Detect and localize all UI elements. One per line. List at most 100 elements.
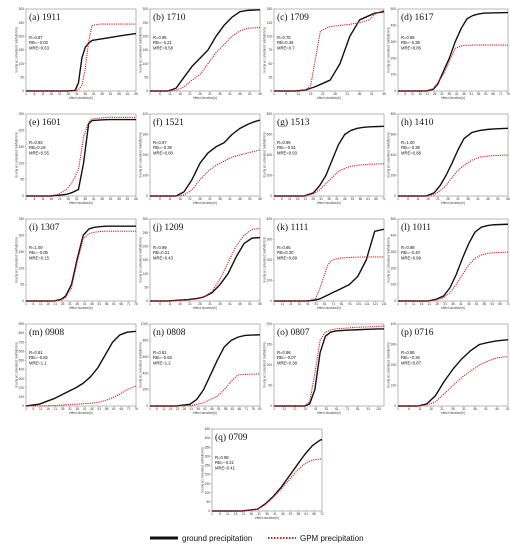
panel-stat: MRE=1.1 [29,360,47,365]
panel-stat: MRE=0.87 [401,360,422,365]
series-ground-line [150,119,261,197]
x-tick-label: 6 [405,302,407,306]
series-gpm-line [274,325,385,407]
y-tick-label: 200 [19,386,25,390]
y-tick-label: 400 [143,371,149,375]
y-tick-label: 200 [267,174,273,178]
panel-stat: RB=−0.38 [401,145,421,150]
y-tick-label: 50 [268,62,272,66]
x-tick-label: 1 [149,407,151,411]
y-tick-label: 250 [19,112,25,116]
x-axis-label: effect duration(h) [317,306,341,310]
y-tick-label: 500 [391,217,397,221]
x-tick-label: 56 [477,92,481,96]
x-tick-label: 41 [306,302,310,306]
plot-frame [149,8,261,92]
x-tick-label: 51 [109,197,113,201]
x-tick-label: 31 [319,197,323,201]
x-tick-label: 41 [370,92,374,96]
x-tick-label: 71 [506,302,510,306]
x-tick-label: 81 [356,407,360,411]
y-tick-label: 150 [19,48,25,52]
x-tick-label: 66 [312,512,316,516]
panel-title: (l) 1011 [401,222,431,233]
series-gpm-line [212,458,323,512]
panel-stat: MRE=0.38 [277,360,298,365]
y-tick-label: 100 [205,491,211,495]
x-tick-label: 11 [226,512,230,516]
panel-stat: RB=0.45 [277,40,294,45]
x-tick-label: 76 [506,92,510,96]
x-tick-label: 46 [382,92,386,96]
x-tick-label: 11 [168,302,172,306]
x-tick-label: 16 [420,302,424,306]
x-tick-label: 16 [46,302,50,306]
x-tick-label: 31 [68,302,72,306]
x-axis-label: effect duration(h) [317,411,341,415]
y-tick-label: 0 [146,89,148,93]
panel-stat: RB=−0.05 [29,250,49,255]
y-tick-label: 250 [19,217,25,221]
y-axis-label: hourly accumulated rainfall(mm) [387,237,391,282]
y-tick-label: 200 [205,473,211,477]
x-tick-label: 31 [208,302,212,306]
x-tick-label: 51 [325,407,329,411]
x-tick-label: 21 [304,197,308,201]
panel-title: (j) 1209 [153,222,184,233]
plot-frame [25,218,137,302]
x-tick-label: 26 [67,197,71,201]
x-axis-label: effect duration(h) [255,516,279,520]
x-tick-label: 1 [273,92,275,96]
series-gpm-line [26,385,137,407]
x-tick-label: 36 [473,407,477,411]
x-tick-label: 31 [68,407,72,411]
x-tick-label: 36 [218,197,222,201]
x-axis-label: effect duration(h) [317,96,341,100]
x-tick-label: 46 [467,302,471,306]
x-tick-label: 11 [416,197,420,201]
y-tick-label: 0 [22,404,24,408]
x-tick-label: 26 [312,197,316,201]
panel-stat: MRE=0.58 [153,45,174,50]
y-tick-label: 600 [143,355,149,359]
y-axis-label: hourly accumulated rainfall(mm) [139,132,143,177]
x-tick-label: 46 [343,197,347,201]
legend: ground precipitation GPM precipitation [150,534,364,543]
panel-stat: RB=−0.63 [153,355,173,360]
x-tick-label: 51 [98,407,102,411]
x-tick-label: 41 [92,92,96,96]
y-tick-label: 150 [205,482,211,486]
x-tick-label: 26 [433,92,437,96]
panel-stat: R=0.98 [401,245,415,250]
y-tick-label: 0 [394,194,396,198]
y-tick-label: 300 [391,343,397,347]
y-tick-label: 150 [143,258,149,262]
x-tick-label: 66 [498,302,502,306]
x-axis-label: effect duration(h) [69,96,93,100]
y-tick-label: 150 [267,7,273,11]
x-tick-label: 6 [285,92,287,96]
x-tick-label: 36 [451,302,455,306]
x-tick-label: 31 [208,92,212,96]
y-tick-label: 300 [267,238,273,242]
x-tick-label: 1 [211,512,213,516]
panel-title: (g) 1513 [277,117,310,128]
x-tick-label: 21 [54,302,58,306]
x-tick-label: 1 [25,92,27,96]
panel-stat: MRE=0.89 [401,255,422,260]
y-tick-label: 800 [267,112,273,116]
y-tick-label: 300 [19,7,25,11]
panel-stat: RB=0.30 [277,250,294,255]
x-tick-label: 21 [321,92,325,96]
x-tick-label: 61 [126,92,130,96]
x-tick-label: 61 [323,302,327,306]
x-tick-label: 16 [309,92,313,96]
series-ground-line [274,228,385,302]
y-tick-label: 200 [267,322,273,326]
y-tick-label: 100 [19,395,25,399]
y-axis-label: hourly accumulated rainfall(mm) [387,27,391,72]
